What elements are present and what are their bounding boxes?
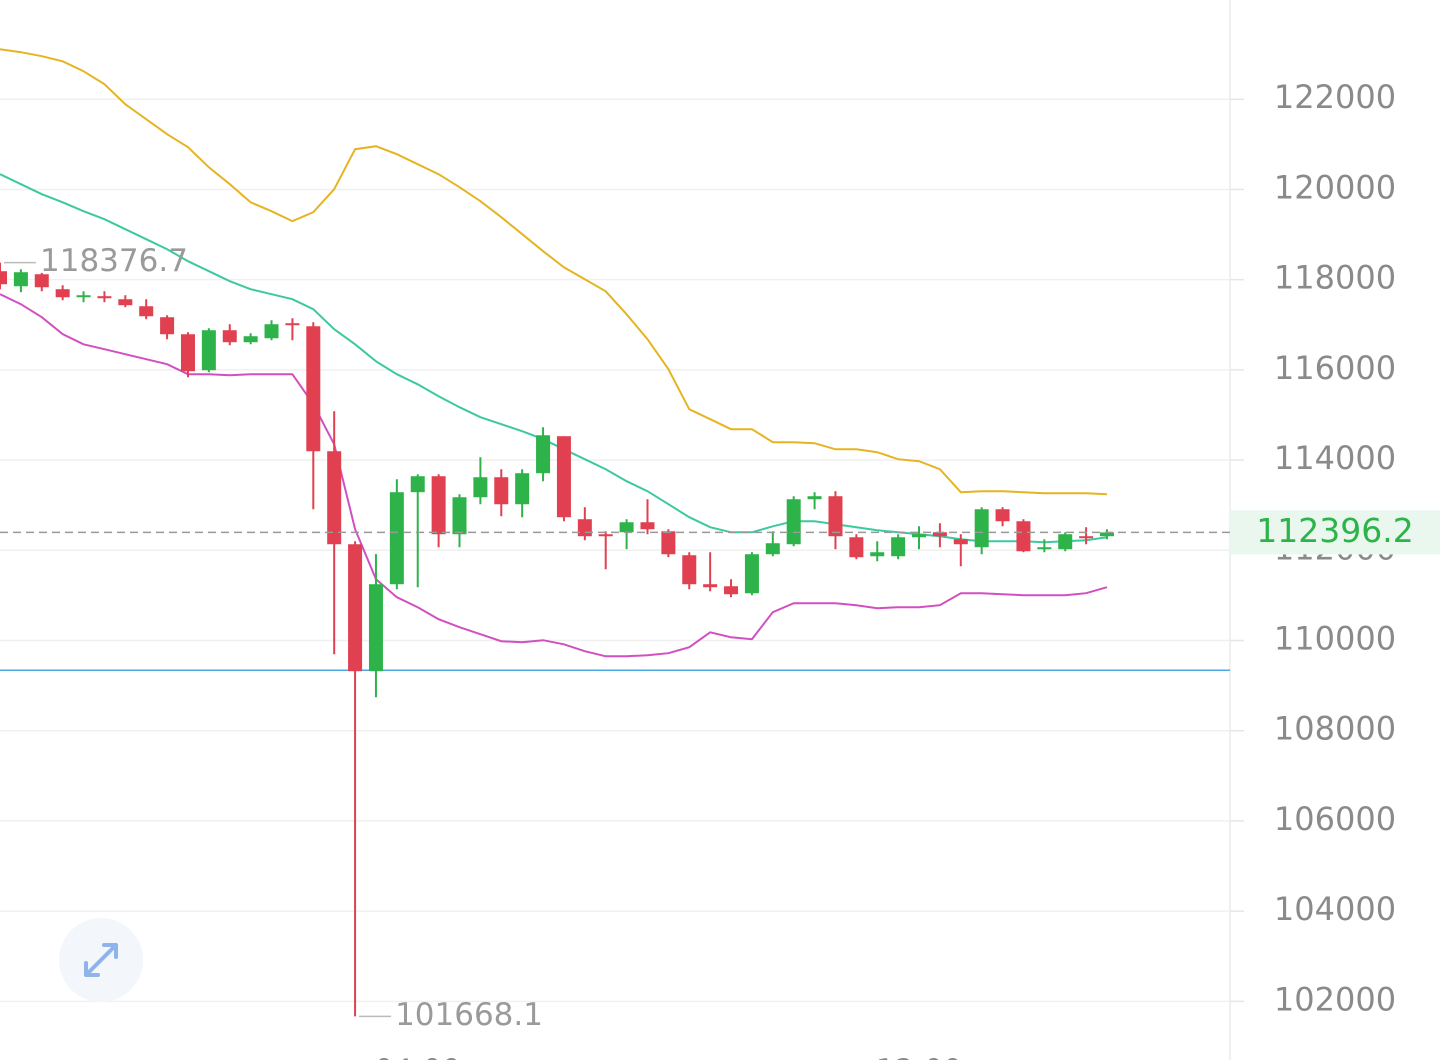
- candle-body: [682, 555, 697, 585]
- candle-body: [160, 317, 175, 335]
- candle-body: [327, 451, 342, 545]
- last-price-label: 112396.2: [1256, 511, 1413, 550]
- candle-body: [536, 435, 551, 474]
- candle-body: [473, 477, 488, 498]
- candle-body: [494, 477, 509, 505]
- candle-body: [661, 531, 676, 555]
- last-price-tag: [1230, 510, 1440, 555]
- band-line: [0, 293, 1108, 658]
- candle-body: [410, 476, 425, 493]
- candle-body: [222, 330, 237, 343]
- candle-body: [577, 519, 592, 537]
- candle-body: [870, 552, 885, 557]
- candle-body: [828, 496, 843, 537]
- y-tick-label: 116000: [1274, 349, 1396, 387]
- candle-body: [201, 330, 216, 371]
- candle-body: [243, 336, 258, 343]
- candle-body: [849, 537, 864, 558]
- candle-body: [1037, 547, 1052, 550]
- candle-body: [1016, 521, 1031, 552]
- y-tick-label: 110000: [1274, 620, 1396, 658]
- candle-body: [932, 532, 947, 537]
- candle-body: [180, 334, 195, 372]
- candle-body: [974, 509, 989, 548]
- candle-body: [306, 326, 321, 452]
- candle-body: [13, 272, 28, 287]
- candle-body: [807, 496, 822, 500]
- candle-body: [389, 492, 404, 585]
- candle-body: [431, 476, 446, 535]
- y-tick-label: 120000: [1274, 168, 1396, 206]
- candle-body: [744, 554, 759, 594]
- candle-body: [556, 436, 571, 518]
- low-label: 101668.1: [395, 997, 543, 1033]
- candle-body: [1058, 534, 1073, 550]
- candle-body: [953, 539, 968, 545]
- y-tick-label: 106000: [1274, 800, 1396, 838]
- y-tick-label: 108000: [1274, 710, 1396, 748]
- candle-body: [348, 544, 363, 672]
- axis: 1020001040001060001080001100001120001140…: [375, 78, 1440, 1060]
- candle-body: [724, 586, 739, 595]
- candle-body: [97, 296, 112, 299]
- y-tick-label: 122000: [1274, 78, 1396, 116]
- candle-body: [640, 522, 655, 530]
- y-tick-label: 104000: [1274, 890, 1396, 928]
- candle-body: [76, 295, 91, 298]
- candle-body: [786, 499, 801, 545]
- candle-body: [0, 271, 7, 285]
- y-tick-label: 114000: [1274, 439, 1396, 477]
- band-line: [0, 48, 1108, 496]
- expand-button[interactable]: [59, 918, 143, 1002]
- candle-body: [285, 323, 300, 326]
- candle-body: [34, 274, 49, 288]
- high-label: 118376.7: [40, 243, 188, 279]
- candle-body: [995, 509, 1010, 522]
- candle-body: [118, 299, 133, 306]
- candle-body: [703, 584, 718, 588]
- candle-body: [598, 534, 613, 537]
- candle-body: [452, 497, 467, 535]
- y-tick-label: 102000: [1274, 980, 1396, 1018]
- candle-body: [139, 306, 154, 317]
- candle-body: [912, 534, 927, 538]
- candle-body: [515, 473, 530, 505]
- x-tick-label: 12:00: [876, 1054, 962, 1060]
- candle-body: [55, 289, 70, 298]
- candle-body: [1079, 536, 1094, 539]
- candle-body: [368, 584, 383, 672]
- candle-body: [264, 324, 279, 339]
- x-tick-label: 04:00: [375, 1054, 461, 1060]
- candle-body: [891, 537, 906, 557]
- candle-body: [619, 522, 634, 533]
- y-tick-label: 118000: [1274, 259, 1396, 297]
- candle-body: [765, 543, 780, 555]
- candle-body: [1100, 532, 1114, 537]
- plot: 118376.7 101668.1: [0, 48, 1230, 1033]
